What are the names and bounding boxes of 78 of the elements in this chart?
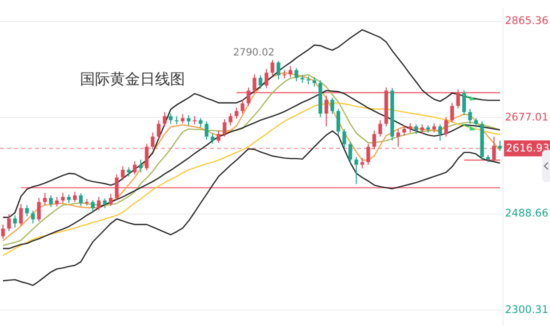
candlestick (372, 130, 376, 150)
candlestick (240, 99, 244, 114)
candlestick (180, 114, 184, 124)
candlestick (444, 116, 448, 138)
candlestick (186, 114, 190, 126)
candlestick (216, 130, 220, 144)
candlestick (120, 166, 125, 181)
candlestick (55, 196, 59, 208)
candlestick (420, 124, 424, 134)
candlestick (474, 118, 478, 128)
candlestick (78, 192, 83, 207)
candlestick (138, 159, 143, 173)
candlestick (498, 140, 502, 152)
candlestick (258, 74, 262, 90)
candlestick (72, 191, 77, 203)
candlestick (204, 120, 208, 140)
candlestick (336, 108, 340, 136)
y-tick-label: 2865.36 (505, 15, 549, 28)
candlestick (312, 76, 316, 87)
candlestick (61, 192, 65, 204)
candlestick (234, 106, 238, 120)
candlestick (408, 122, 412, 133)
y-tick-label: 2300.31 (505, 304, 548, 316)
candlestick (25, 204, 29, 217)
candlestick (342, 128, 346, 148)
candlestick (198, 118, 202, 128)
candlestick (462, 90, 466, 116)
candlestick (270, 59, 274, 76)
candlestick (102, 198, 107, 209)
candlestick (49, 194, 53, 208)
text: 国际黄金日线图 (80, 70, 185, 88)
candlestick (37, 197, 41, 222)
candlestick (228, 112, 232, 126)
candlestick (31, 210, 35, 224)
candlestick (324, 95, 328, 127)
candlestick (1, 224, 5, 240)
candlestick (414, 124, 418, 135)
candlestick (96, 196, 101, 211)
candlestick (210, 133, 214, 144)
candlestick (330, 97, 334, 115)
y-tick-label: 2677.01 (505, 111, 548, 124)
candlestick (492, 136, 496, 162)
candlestick (360, 158, 364, 169)
candlestick (456, 89, 460, 109)
candlestick (468, 108, 472, 124)
candlestick (252, 74, 256, 94)
ref-line-label: 2616.93 (506, 142, 550, 155)
annotation: 2790.02 (233, 48, 274, 59)
candlestick (438, 124, 442, 142)
candlestick (396, 128, 400, 148)
candlestick (348, 141, 352, 164)
candlestick (7, 214, 11, 232)
candlestick (19, 204, 23, 226)
candlestick (144, 143, 149, 171)
candlestick (222, 118, 226, 138)
candlestick (156, 120, 161, 140)
candlestick (108, 193, 113, 207)
candlestick (294, 68, 298, 82)
candlestick (43, 192, 47, 206)
candlestick (354, 156, 358, 185)
candlestick (264, 68, 268, 89)
candlestick (450, 102, 454, 123)
candlestick (366, 143, 370, 166)
candlestick (150, 132, 155, 150)
candlestick (402, 124, 406, 136)
y-tick-label: 2488.66 (505, 208, 549, 220)
candlestick (162, 112, 167, 127)
candlestick (378, 120, 382, 138)
candlestick (246, 87, 250, 106)
candlestick (90, 199, 95, 212)
candlestick (168, 113, 173, 124)
candlestick (13, 214, 17, 228)
candlestick (114, 174, 119, 200)
candlestick (132, 160, 137, 175)
candlestick (276, 60, 280, 80)
candlestick (288, 66, 292, 78)
candlestick (126, 166, 131, 177)
candlestick (432, 122, 436, 133)
